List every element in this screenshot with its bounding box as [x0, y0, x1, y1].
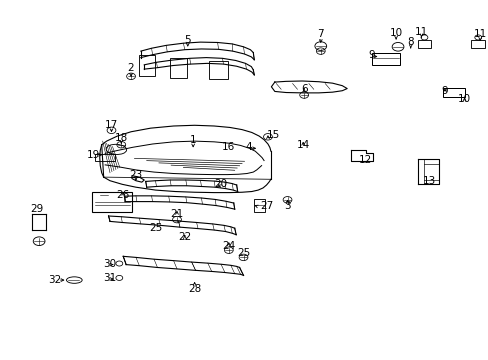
Text: 26: 26: [116, 190, 130, 200]
Text: 21: 21: [170, 209, 183, 219]
Text: 10: 10: [389, 28, 402, 38]
Text: 23: 23: [129, 170, 142, 180]
Text: 12: 12: [358, 155, 372, 165]
Text: 10: 10: [457, 94, 470, 104]
Text: 11: 11: [472, 29, 486, 39]
Text: 18: 18: [114, 132, 128, 143]
Text: 20: 20: [214, 179, 227, 189]
Bar: [139, 55, 155, 76]
Text: 25: 25: [148, 222, 162, 233]
Text: 11: 11: [414, 27, 427, 37]
Text: 29: 29: [30, 204, 43, 214]
Text: 30: 30: [103, 258, 116, 269]
Text: 8: 8: [407, 37, 413, 48]
Text: 24: 24: [222, 240, 235, 251]
Text: 9: 9: [441, 86, 447, 96]
Text: 13: 13: [422, 176, 435, 186]
Text: 5: 5: [184, 35, 191, 45]
Text: 6: 6: [300, 84, 307, 94]
Text: 32: 32: [48, 275, 61, 285]
Bar: [170, 58, 187, 78]
Text: 7: 7: [317, 29, 324, 39]
Text: 17: 17: [104, 120, 118, 130]
Text: 14: 14: [296, 140, 309, 150]
Text: 3: 3: [284, 201, 290, 211]
Text: 2: 2: [127, 63, 134, 73]
Text: 27: 27: [259, 201, 273, 211]
Text: 16: 16: [222, 142, 235, 152]
Text: 28: 28: [187, 284, 201, 294]
Bar: [209, 61, 227, 79]
Text: 22: 22: [178, 232, 191, 242]
Text: 1: 1: [189, 135, 196, 145]
Text: 9: 9: [367, 50, 374, 60]
Text: 15: 15: [266, 130, 280, 140]
Text: 31: 31: [102, 273, 116, 283]
Text: 25: 25: [236, 248, 250, 258]
Text: 19: 19: [87, 150, 101, 160]
Text: 4: 4: [244, 142, 251, 152]
